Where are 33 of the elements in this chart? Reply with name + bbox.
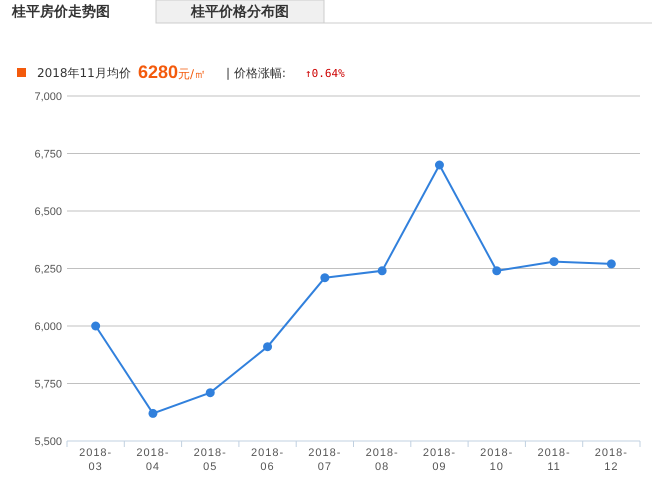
point <box>550 257 559 266</box>
y-tick-label: 6,250 <box>34 264 62 276</box>
y-tick-label: 5,500 <box>34 436 62 448</box>
text: 2018年11月均价 <box>37 66 131 80</box>
text: | 价格涨幅: <box>226 66 286 80</box>
point <box>320 273 330 282</box>
point <box>434 160 444 170</box>
x-tick-label: 2018- 06 <box>250 447 284 473</box>
x-tick-label: 2018- 12 <box>594 447 628 473</box>
x-tick-label: 2018- 09 <box>422 447 456 473</box>
y-tick-label: 7,000 <box>34 91 62 103</box>
text: 6280元/㎡ <box>138 62 206 82</box>
y-tick-label: 5,750 <box>34 378 62 390</box>
point <box>378 266 387 276</box>
point <box>91 322 100 330</box>
x-tick-label: 2018- 04 <box>136 447 170 473</box>
point <box>148 408 158 418</box>
x-tick-label: 2018- 03 <box>79 447 112 473</box>
text: 桂平价格分布图 <box>190 4 289 20</box>
x-tick-label: 2018- 10 <box>480 447 514 473</box>
chart-title: 桂平房价走势图 <box>11 3 110 20</box>
text: ↑0.64% <box>305 67 346 80</box>
x-tick-label: 2018- 11 <box>537 447 571 473</box>
x-tick-label: 2018- 05 <box>194 447 227 473</box>
point <box>492 266 502 276</box>
y-tick-label: 6,000 <box>34 321 62 333</box>
x-tick-label: 2018- 08 <box>366 447 399 473</box>
point <box>263 342 272 352</box>
point <box>606 259 616 268</box>
y-tick-label: 6,750 <box>34 148 62 160</box>
x-tick-label: 2018- 07 <box>308 447 342 473</box>
y-tick-label: 6,500 <box>34 206 62 218</box>
point <box>206 388 215 398</box>
